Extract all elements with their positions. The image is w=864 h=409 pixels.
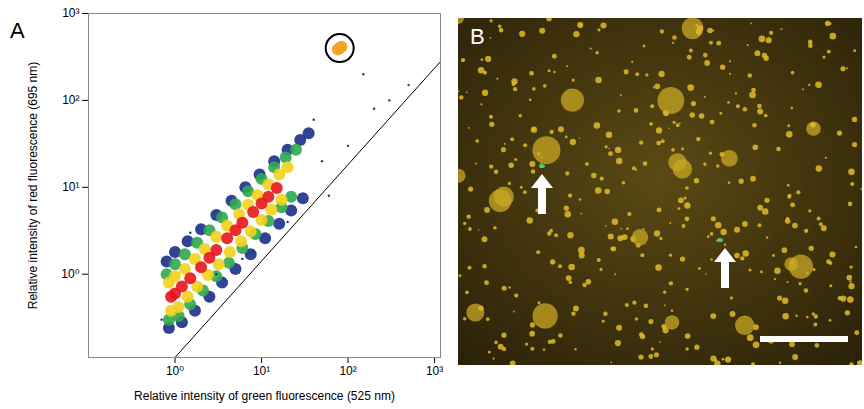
svg-text:10⁰: 10⁰ bbox=[166, 364, 184, 378]
svg-text:10²: 10² bbox=[339, 364, 356, 378]
svg-text:10¹: 10¹ bbox=[253, 364, 270, 378]
svg-text:10³: 10³ bbox=[426, 364, 443, 378]
svg-text:Relative intensity of green fl: Relative intensity of green fluorescence… bbox=[134, 389, 395, 403]
html-text:A: A bbox=[10, 18, 25, 43]
svg-text:10¹: 10¹ bbox=[62, 180, 79, 194]
svg-text:10⁰: 10⁰ bbox=[61, 267, 79, 281]
svg-text:Relative intensity of red fluo: Relative intensity of red fluorescence (… bbox=[26, 62, 40, 309]
svg-text:10³: 10³ bbox=[62, 6, 79, 20]
html-text:B: B bbox=[470, 24, 485, 49]
svg-text:10²: 10² bbox=[62, 93, 79, 107]
